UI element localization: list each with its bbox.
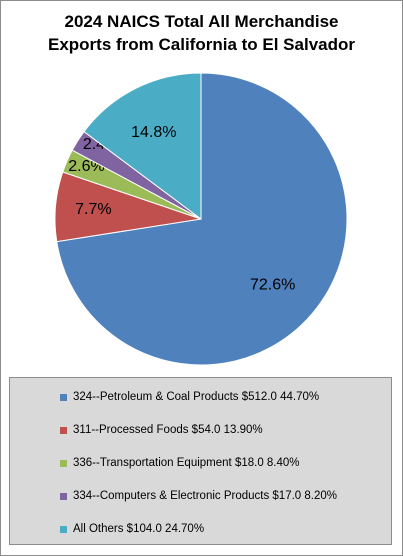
pie-slice-4	[83, 72, 202, 220]
legend-item-4: All Others $104.0 24.70%	[60, 521, 204, 537]
legend-swatch-2	[60, 459, 67, 467]
legend-label-2: 336--Transportation Equipment $18.0 8.40…	[73, 457, 300, 469]
chart-title-line-1: 2024 NAICS Total All Merchandise	[64, 12, 339, 31]
legend-label-0: 324--Petroleum & Coal Products $512.0 44…	[73, 391, 320, 403]
chart-title-line-2: Exports from California to El Salvador	[47, 35, 355, 54]
pie-data-label-0: 72.6%	[250, 277, 295, 294]
legend-swatch-4	[60, 525, 67, 533]
legend-label-3: 334--Computers & Electronic Products $17…	[73, 490, 337, 502]
pie-chart: 72.6%7.7%2.6%2.4%14.8%	[54, 72, 348, 366]
legend-item-3: 334--Computers & Electronic Products $17…	[60, 488, 337, 504]
pie-data-label-1: 7.7%	[75, 201, 111, 218]
legend-label-4: All Others $104.0 24.70%	[73, 523, 205, 535]
chart-title: 2024 NAICS Total All Merchandise Exports…	[0, 10, 403, 56]
legend-label-1: 311--Processed Foods $54.0 13.90%	[73, 424, 263, 436]
legend-swatch-1	[60, 426, 67, 434]
pie-data-label-4: 14.8%	[131, 124, 176, 141]
legend-swatch-0	[60, 393, 67, 401]
pie-slice-0	[56, 72, 348, 366]
legend-item-0: 324--Petroleum & Coal Products $512.0 44…	[60, 389, 319, 405]
legend-item-1: 311--Processed Foods $54.0 13.90%	[60, 422, 263, 438]
legend-item-2: 336--Transportation Equipment $18.0 8.40…	[60, 455, 300, 471]
legend-swatch-3	[60, 492, 67, 500]
chart-legend: 324--Petroleum & Coal Products $512.0 44…	[9, 377, 392, 545]
